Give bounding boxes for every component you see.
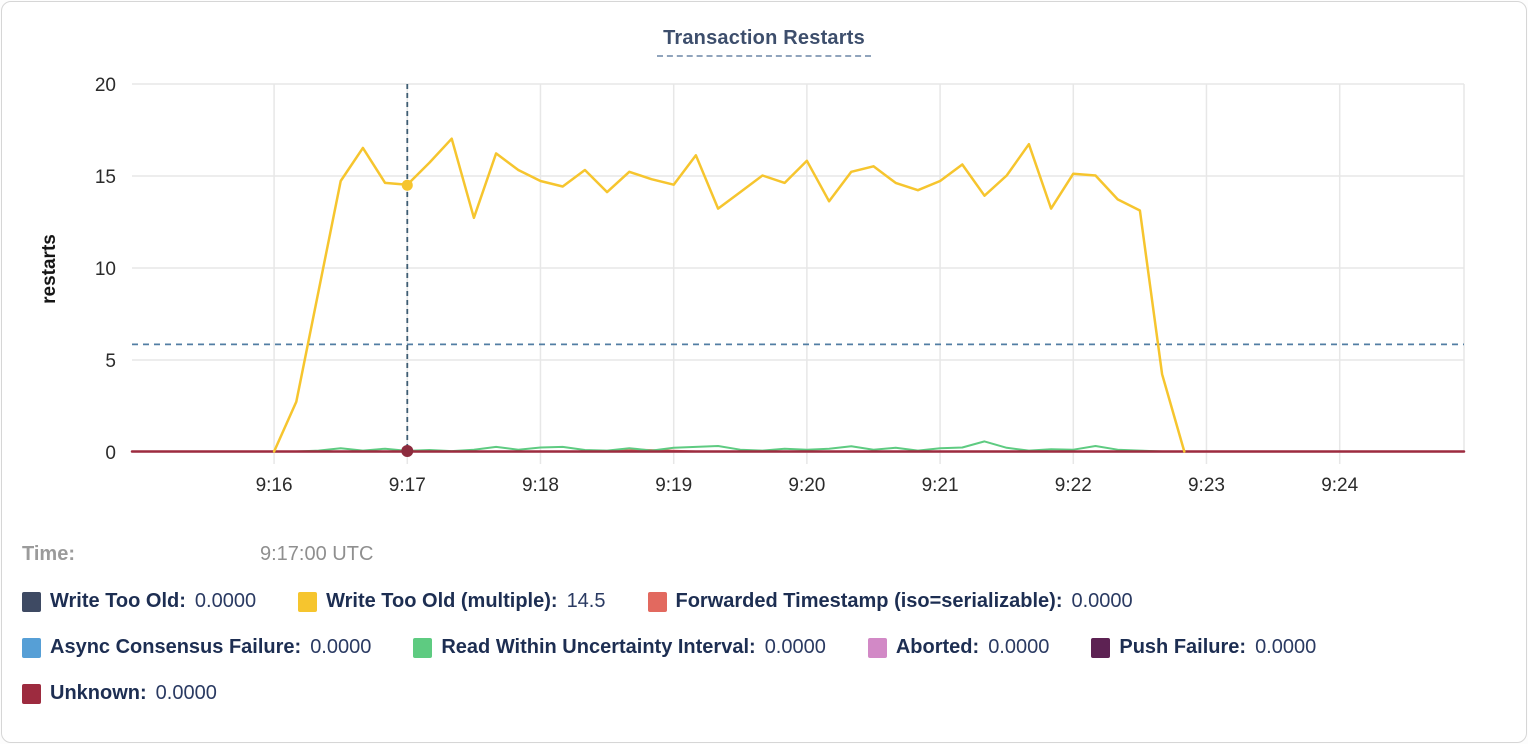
time-value: 9:17:00 UTC: [260, 543, 374, 565]
legend-label: Write Too Old:: [50, 590, 186, 612]
y-tick-label: 20: [95, 75, 116, 96]
legend-value: 0.0000: [764, 636, 826, 658]
legend-swatch-write-too-old: [22, 591, 41, 612]
legend-swatch-write-too-old-multiple: [298, 591, 318, 612]
legend-value: 14.5: [566, 590, 606, 612]
x-tick-label: 9:18: [522, 475, 559, 496]
legend-value: 0.0000: [310, 636, 372, 658]
chart-title: Transaction Restarts: [657, 27, 871, 57]
legend-value: 0.0000: [1255, 636, 1317, 658]
legend-label: Forwarded Timestamp (iso=serializable):: [675, 590, 1063, 612]
x-tick-label: 9:20: [788, 475, 825, 496]
gridlines: [132, 83, 1465, 464]
legend-item-read-within-uncertainty-interval[interactable]: Read Within Uncertainty Interval: 0.0000: [413, 636, 826, 659]
series-line-write-too-old-multiple: [272, 137, 1186, 453]
x-tick-label: 9:17: [389, 475, 426, 496]
legend-swatch-forwarded-timestamp: [647, 591, 667, 612]
legend-value: 0.0000: [155, 682, 217, 704]
legend-label: Unknown:: [50, 682, 147, 704]
legend-label: Async Consensus Failure:: [50, 636, 302, 658]
legend-swatch-async-consensus-failure: [22, 637, 41, 658]
legend-row-2: Async Consensus Failure: 0.0000 Read Wit…: [22, 636, 1358, 659]
x-tick-label: 9:19: [655, 475, 692, 496]
legend-item-async-consensus-failure[interactable]: Async Consensus Failure: 0.0000: [22, 636, 371, 659]
y-tick-label: 5: [105, 351, 116, 372]
legend-item-aborted[interactable]: Aborted: 0.0000: [867, 636, 1050, 659]
legend-value: 0.0000: [988, 636, 1050, 658]
y-tick-label: 0: [105, 443, 116, 464]
legend-item-write-too-old-multiple[interactable]: Write Too Old (multiple): 14.5: [298, 590, 606, 613]
time-label: Time:: [22, 543, 75, 565]
x-tick-label: 9:16: [256, 475, 293, 496]
legend-label: Read Within Uncertainty Interval:: [441, 636, 756, 658]
hover-marker-write-too-old-multiple: [401, 179, 413, 191]
legend-value: 0.0000: [194, 590, 257, 612]
tooltip-time-row: Time: 9:17:00 UTC: [22, 543, 1506, 569]
legend-item-unknown[interactable]: Unknown: 0.0000: [22, 682, 217, 705]
x-tick-label: 9:23: [1188, 475, 1225, 496]
chart-title-wrap: Transaction Restarts: [2, 27, 1526, 57]
legend-label: Write Too Old (multiple):: [326, 590, 558, 612]
legend-item-push-failure[interactable]: Push Failure: 0.0000: [1091, 636, 1316, 659]
transaction-restarts-chart[interactable]: 0 5 10 15 20 9:16 9:17 9:18 9:19 9:20 9:21 9:22 9:23…: [2, 2, 1527, 534]
legend-label: Aborted:: [895, 636, 980, 658]
axis-tick-labels: 0 5 10 15 20 9:16 9:17 9:18 9:19 9:20 9:21 9:22 9:23…: [95, 75, 1359, 496]
legend-label: Push Failure:: [1119, 636, 1247, 658]
legend-swatch-aborted: [867, 637, 887, 658]
legend-value: 0.0000: [1071, 590, 1133, 612]
x-tick-label: 9:24: [1321, 475, 1358, 496]
legend-row-3: Unknown: 0.0000: [22, 682, 259, 705]
y-axis-label: restarts: [39, 234, 60, 304]
y-tick-label: 10: [95, 259, 116, 280]
x-tick-label: 9:21: [922, 475, 959, 496]
x-tick-label: 9:22: [1055, 475, 1092, 496]
legend-item-forwarded-timestamp[interactable]: Forwarded Timestamp (iso=serializable): …: [647, 590, 1133, 613]
legend-row-1: Write Too Old: 0.0000 Write Too Old (mul…: [22, 590, 1175, 613]
legend-item-write-too-old[interactable]: Write Too Old: 0.0000: [22, 590, 256, 613]
legend-swatch-unknown: [22, 683, 41, 704]
y-tick-label: 15: [95, 167, 116, 188]
legend-swatch-read-within-uncertainty-interval: [413, 637, 433, 658]
hover-marker-unknown: [401, 445, 414, 457]
legend-swatch-push-failure: [1091, 637, 1111, 658]
